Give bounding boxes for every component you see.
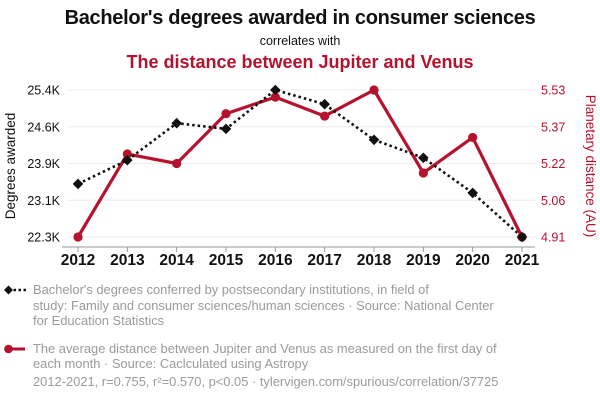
spurious-correlation-page: Bachelor's degrees awarded in consumer s… [0, 0, 600, 390]
svg-text:2021: 2021 [505, 252, 540, 269]
legend-entry-distance-text: The average distance between Jupiter and… [33, 340, 497, 372]
legend-entry-distance: The average distance between Jupiter and… [3, 341, 588, 372]
page-title: Bachelor's degrees awarded in consumer s… [64, 7, 536, 29]
chart-subtitle: The distance between Jupiter and Venus [126, 52, 474, 72]
correlates-with-label: correlates with [259, 34, 341, 48]
svg-text:2016: 2016 [258, 252, 293, 269]
svg-text:25.4K: 25.4K [27, 84, 60, 98]
svg-text:23.1K: 23.1K [27, 194, 60, 208]
black-diamond-dashed-line-icon [4, 285, 26, 295]
svg-text:2019: 2019 [406, 252, 441, 269]
svg-text:2014: 2014 [159, 252, 194, 269]
svg-text:4.91: 4.91 [541, 231, 565, 245]
svg-text:2012: 2012 [61, 252, 95, 269]
svg-text:2017: 2017 [307, 252, 341, 269]
legend-entry-degrees-text: Bachelor's degrees conferred by postseco… [33, 282, 494, 329]
svg-text:5.37: 5.37 [541, 120, 565, 134]
stats-footer: 2012-2021, r=0.755, r²=0.570, p<0.05 · t… [33, 373, 499, 389]
chart-header: Bachelor's degrees awarded in consumer s… [0, 0, 600, 73]
svg-text:2018: 2018 [357, 252, 392, 269]
legend-entry-degrees: Bachelor's degrees conferred by postseco… [3, 282, 588, 329]
chart-legend: Bachelor's degrees conferred by postseco… [0, 278, 600, 390]
svg-text:23.9K: 23.9K [27, 157, 60, 171]
red-circle-solid-line-icon [4, 344, 25, 354]
svg-text:5.06: 5.06 [541, 194, 565, 208]
svg-text:24.6K: 24.6K [27, 120, 60, 134]
svg-text:2015: 2015 [209, 252, 244, 269]
svg-text:Planetary distance (AU): Planetary distance (AU) [583, 95, 598, 238]
chart-canvas: 2012 2013 2014 2015 2016 2017 2018 2019 2020 2021… [3, 84, 598, 270]
svg-text:22.3K: 22.3K [27, 231, 60, 245]
svg-text:5.22: 5.22 [541, 157, 565, 171]
svg-text:Degrees awarded: Degrees awarded [3, 113, 18, 220]
svg-text:5.53: 5.53 [541, 84, 565, 98]
svg-text:2020: 2020 [455, 252, 489, 269]
svg-text:2013: 2013 [110, 252, 145, 269]
